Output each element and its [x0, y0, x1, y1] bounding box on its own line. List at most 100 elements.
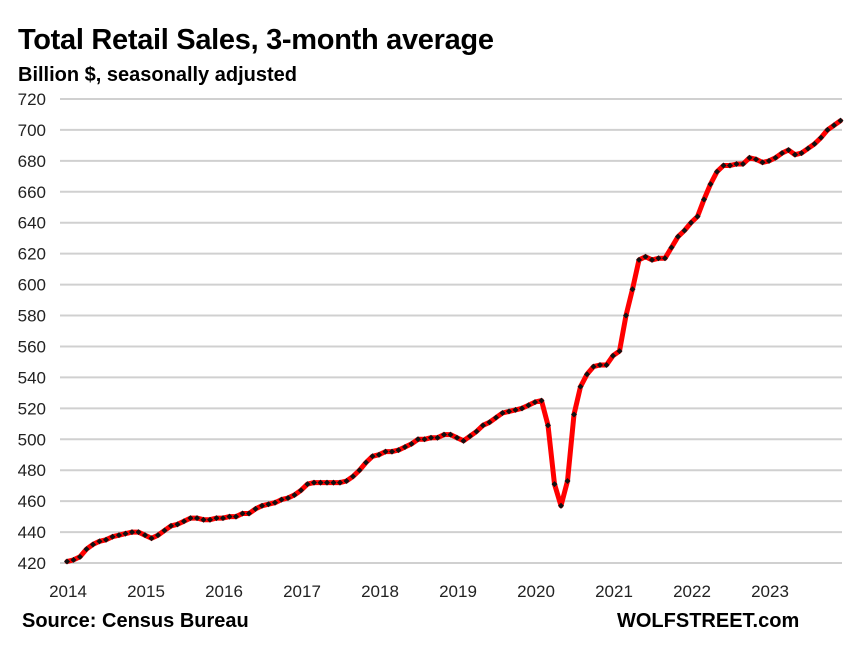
data-point: [636, 256, 642, 263]
y-tick-label: 680: [18, 152, 46, 171]
data-point: [421, 436, 428, 443]
data-point: [116, 532, 122, 539]
data-point: [486, 419, 493, 426]
x-tick-label: 2017: [283, 582, 321, 601]
data-point: [779, 150, 785, 157]
data-point: [187, 515, 194, 522]
data-point: [603, 362, 610, 369]
data-point: [447, 431, 454, 438]
data-point: [460, 437, 467, 444]
data-point: [317, 479, 324, 486]
data-point: [473, 428, 480, 435]
data-point: [441, 431, 447, 438]
chart-title: Total Retail Sales, 3-month average: [18, 24, 494, 56]
data-point: [506, 408, 512, 415]
data-point: [837, 117, 844, 124]
data-point: [434, 434, 441, 441]
data-point: [642, 253, 649, 260]
data-point: [577, 383, 584, 390]
data-point: [77, 553, 83, 560]
data-point: [694, 213, 701, 220]
data-point: [135, 529, 142, 536]
data-point: [629, 286, 636, 293]
data-point: [707, 181, 714, 188]
brand-label: WOLFSTREET.com: [617, 610, 800, 632]
data-point: [499, 409, 506, 416]
y-tick-label: 580: [18, 307, 46, 326]
data-point: [662, 255, 668, 262]
x-tick-label: 2020: [517, 582, 555, 601]
y-tick-label: 700: [18, 121, 46, 140]
data-point: [805, 145, 811, 152]
data-point: [792, 151, 798, 158]
data-point: [558, 502, 564, 509]
data-point: [194, 515, 200, 522]
data-point: [181, 518, 187, 525]
data-point: [356, 467, 363, 474]
data-point: [597, 362, 603, 369]
data-point: [454, 434, 460, 441]
y-tick-label: 640: [18, 214, 46, 233]
data-point: [252, 505, 259, 512]
data-point: [519, 405, 525, 412]
data-point: [213, 515, 220, 522]
x-tick-label: 2021: [595, 582, 633, 601]
data-point: [545, 422, 551, 429]
data-point: [350, 473, 356, 480]
data-point: [824, 126, 831, 133]
x-tick-label: 2018: [361, 582, 399, 601]
y-tick-label: 460: [18, 492, 46, 511]
data-point: [753, 156, 759, 163]
data-point: [720, 162, 727, 169]
data-point: [330, 479, 337, 486]
data-point: [148, 535, 155, 542]
data-point: [623, 312, 629, 319]
data-point: [272, 499, 278, 506]
data-point: [233, 513, 239, 520]
data-point: [70, 556, 77, 563]
data-point: [668, 244, 675, 251]
data-point: [408, 440, 415, 447]
y-tick-label: 420: [18, 554, 46, 573]
data-point: [142, 532, 148, 539]
data-point: [155, 532, 161, 539]
data-point: [376, 451, 382, 458]
data-point: [226, 513, 233, 520]
data-point: [239, 510, 246, 517]
y-tick-label: 600: [18, 276, 46, 295]
y-tick-label: 620: [18, 245, 46, 264]
data-point: [259, 502, 265, 509]
data-point: [428, 434, 434, 441]
chart-subtitle: Billion $, seasonally adjusted: [18, 64, 297, 86]
data-point: [714, 168, 720, 175]
data-point: [363, 459, 369, 466]
source-note: Source: Census Bureau: [22, 610, 249, 632]
data-point: [122, 530, 129, 537]
y-tick-label: 480: [18, 461, 46, 480]
data-point: [369, 453, 376, 460]
data-point: [740, 160, 746, 167]
data-point: [200, 516, 207, 523]
data-point: [90, 541, 96, 548]
data-point: [512, 406, 519, 413]
data-point: [168, 522, 174, 529]
data-point: [278, 496, 285, 503]
data-point: [818, 134, 824, 141]
data-point: [564, 478, 571, 485]
data-point: [207, 516, 213, 523]
x-tick-label: 2023: [751, 582, 789, 601]
data-point: [759, 159, 766, 166]
data-point: [83, 546, 90, 553]
data-point: [96, 538, 103, 545]
data-point: [174, 521, 181, 528]
data-point: [389, 448, 395, 455]
data-point: [590, 363, 597, 370]
y-tick-label: 520: [18, 399, 46, 418]
data-point: [395, 447, 402, 454]
data-point: [402, 444, 408, 450]
x-tick-label: 2019: [439, 582, 477, 601]
data-point: [655, 255, 662, 262]
data-point: [675, 233, 681, 240]
y-tick-label: 440: [18, 523, 46, 542]
